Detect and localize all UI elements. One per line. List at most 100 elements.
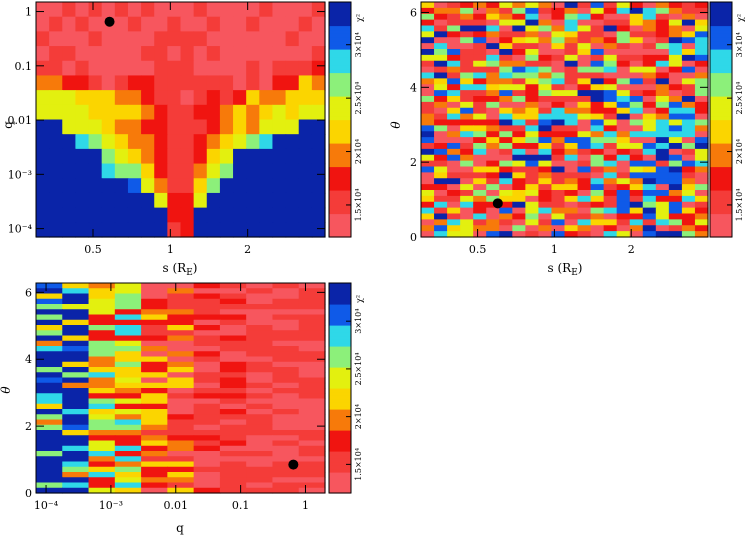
colorbar-segment xyxy=(329,395,351,400)
heatmap-cell xyxy=(473,213,487,220)
heatmap-cell xyxy=(681,101,696,109)
heatmap-cell xyxy=(298,435,326,442)
heatmap-cell xyxy=(694,190,709,197)
heatmap-cell xyxy=(694,66,709,74)
heatmap-cell xyxy=(36,16,50,32)
heatmap-cell xyxy=(219,435,247,442)
heatmap-cell xyxy=(101,104,116,121)
heatmap-cell xyxy=(88,377,116,384)
heatmap-cell xyxy=(75,16,90,32)
heatmap-cell xyxy=(538,31,553,38)
heatmap-cell xyxy=(603,225,618,232)
heatmap-cell xyxy=(668,125,683,132)
heatmap-cell xyxy=(193,440,221,447)
heatmap-cell xyxy=(655,37,670,44)
heatmap-cell xyxy=(473,231,487,238)
heatmap-cell xyxy=(180,119,195,135)
heatmap-cell xyxy=(36,335,63,342)
heatmap-cell xyxy=(246,104,260,121)
heatmap-cell xyxy=(616,19,631,27)
heatmap-cell xyxy=(564,231,579,238)
heatmap-cell xyxy=(421,31,435,38)
heatmap-cell xyxy=(577,201,592,209)
heatmap-cell xyxy=(88,304,116,310)
heatmap-cell xyxy=(473,207,487,215)
heatmap-cell xyxy=(36,466,63,473)
heatmap-cell xyxy=(551,25,566,32)
colorbar-tick-label: 2.5×10⁴ xyxy=(354,353,363,386)
heatmap-cell xyxy=(681,231,696,238)
heatmap-cell xyxy=(486,190,500,197)
heatmap-cell xyxy=(499,201,513,209)
heatmap-cell xyxy=(298,424,326,431)
heatmap-cell xyxy=(141,288,168,295)
heatmap-cell xyxy=(219,477,247,484)
heatmap-cell xyxy=(590,60,605,68)
heatmap-cell xyxy=(114,351,142,358)
heatmap-cell xyxy=(62,440,90,447)
heatmap-cell xyxy=(272,403,300,410)
heatmap-cell xyxy=(246,288,274,295)
heatmap-cell xyxy=(629,131,644,138)
heatmap-cell xyxy=(114,361,142,368)
heatmap-cell xyxy=(62,178,77,194)
heatmap-cell xyxy=(694,143,709,150)
heatmap-cell xyxy=(629,60,644,68)
colorbar-segment xyxy=(329,332,351,337)
x-tick-label: 10⁻³ xyxy=(99,499,123,512)
heatmap-cell xyxy=(62,340,90,347)
heatmap-cell xyxy=(447,125,461,132)
heatmap-cell xyxy=(114,119,129,135)
colorbar-segment xyxy=(329,205,351,211)
heatmap-cell xyxy=(141,90,155,106)
heatmap-cell xyxy=(219,451,247,457)
heatmap-cell xyxy=(62,330,90,337)
heatmap-cell xyxy=(499,172,513,179)
heatmap-cell xyxy=(460,178,474,185)
colorbar-segment xyxy=(329,182,351,187)
plot-frame xyxy=(35,282,326,494)
heatmap-cell xyxy=(616,190,631,197)
heatmap-cell xyxy=(629,184,644,191)
heatmap-cell xyxy=(486,201,500,209)
colorbar-segment xyxy=(329,458,351,463)
heatmap-cell xyxy=(219,414,247,421)
heatmap-cell xyxy=(590,19,605,27)
heatmap-cell xyxy=(460,113,474,121)
heatmap-cell xyxy=(421,113,435,121)
colorbar-segment xyxy=(329,5,351,11)
heatmap-cell xyxy=(421,90,435,97)
heatmap-cell xyxy=(525,84,540,91)
heatmap-cell xyxy=(681,137,696,144)
heatmap-cell xyxy=(460,143,474,150)
colorbar-segment xyxy=(710,103,732,109)
colorbar-segment xyxy=(710,166,732,172)
heatmap-cell xyxy=(246,16,260,32)
heatmap-cell xyxy=(473,137,487,144)
heatmap-cell xyxy=(577,172,592,179)
heatmap-cell xyxy=(272,372,300,379)
heatmap-cell xyxy=(246,472,274,478)
heatmap-cell xyxy=(233,2,247,18)
heatmap-cell xyxy=(206,163,221,179)
heatmap-cell xyxy=(88,403,116,410)
heatmap-cell xyxy=(499,66,513,74)
heatmap-cell xyxy=(694,195,709,203)
heatmap-cell xyxy=(193,16,208,32)
heatmap-cell xyxy=(272,456,300,463)
heatmap-cell xyxy=(298,456,326,463)
heatmap-cell xyxy=(62,31,77,47)
heatmap-cell xyxy=(434,31,448,38)
heatmap-cell xyxy=(694,213,709,220)
colorbar-segment xyxy=(329,461,351,466)
heatmap-cell xyxy=(447,31,461,38)
colorbar-tick-label: 2×10⁴ xyxy=(354,404,363,429)
heatmap-cell xyxy=(655,125,670,132)
heatmap-cell xyxy=(127,148,142,165)
heatmap-cell xyxy=(642,90,657,97)
heatmap-cell xyxy=(62,356,90,363)
heatmap-cell xyxy=(421,131,435,138)
colorbar-segment xyxy=(710,33,732,38)
heatmap-cell xyxy=(486,148,500,156)
heatmap-cell xyxy=(114,398,142,405)
